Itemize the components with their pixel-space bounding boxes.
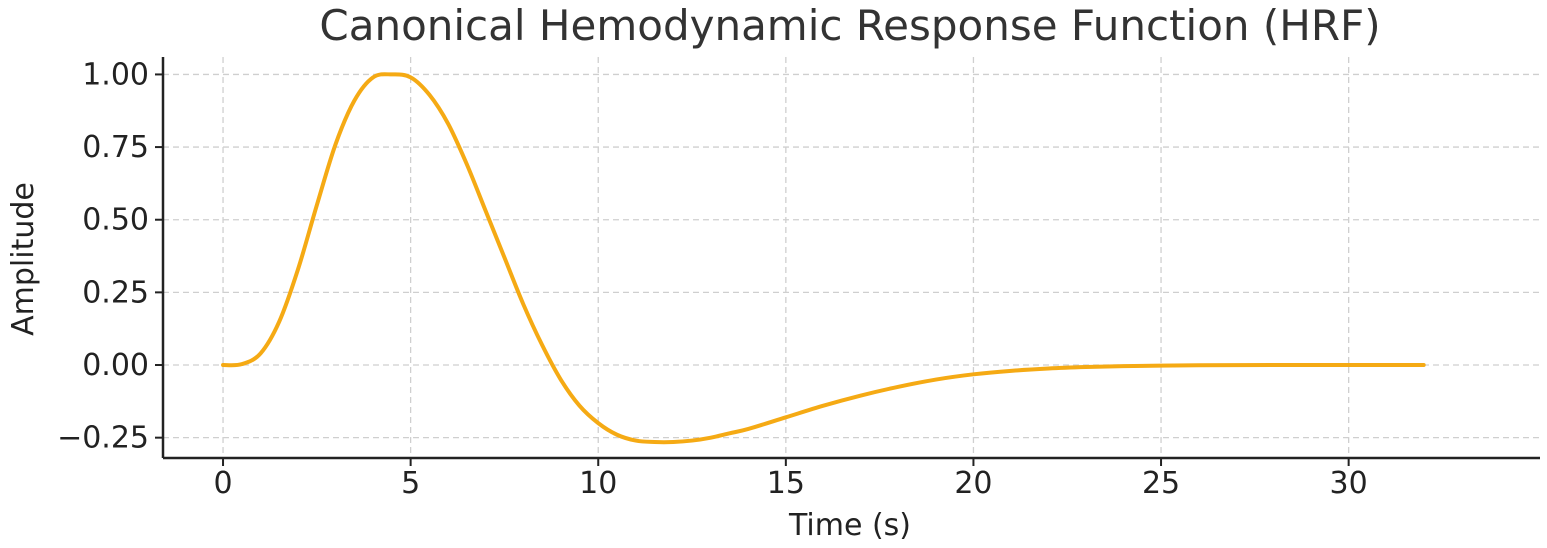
x-tick-label: 5 — [401, 466, 420, 501]
x-tick-label: 20 — [954, 466, 992, 501]
y-tick-label: 0.00 — [82, 348, 149, 383]
x-axis-ticks: 0 5 10 15 20 25 30 — [213, 458, 1368, 501]
y-axis-ticks: −0.25 0.00 0.25 0.50 0.75 1.00 — [57, 57, 163, 456]
x-tick-label: 15 — [767, 466, 805, 501]
axes-spines — [161, 57, 1540, 460]
chart-title: Canonical Hemodynamic Response Function … — [319, 1, 1380, 50]
x-tick-label: 30 — [1330, 466, 1368, 501]
series — [221, 72, 1426, 445]
y-tick-label: 0.50 — [82, 203, 149, 238]
x-tick-label: 25 — [1142, 466, 1180, 501]
x-tick-label: 10 — [579, 466, 617, 501]
grid — [163, 57, 1540, 458]
y-tick-label: 0.75 — [82, 130, 149, 165]
y-axis-label: Amplitude — [6, 182, 41, 336]
x-tick-label: 0 — [213, 466, 232, 501]
y-tick-label: −0.25 — [57, 421, 149, 456]
y-tick-label: 1.00 — [82, 57, 149, 92]
hrf-series-line — [221, 72, 1426, 445]
y-tick-label: 0.25 — [82, 275, 149, 310]
x-axis-label: Time (s) — [788, 508, 911, 543]
